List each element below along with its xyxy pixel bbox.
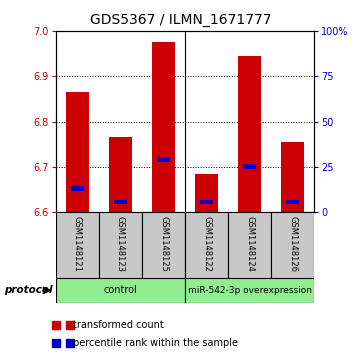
- Bar: [142, 212, 185, 278]
- Bar: [152, 42, 175, 212]
- Bar: [185, 212, 228, 278]
- Bar: [281, 142, 304, 212]
- Text: GSM1148123: GSM1148123: [116, 216, 125, 272]
- Bar: [228, 212, 271, 278]
- Text: GDS5367 / ILMN_1671777: GDS5367 / ILMN_1671777: [90, 13, 271, 27]
- Text: GSM1148121: GSM1148121: [73, 216, 82, 272]
- Bar: [157, 157, 170, 162]
- Bar: [200, 200, 213, 204]
- Text: miR-542-3p overexpression: miR-542-3p overexpression: [188, 286, 312, 295]
- Bar: [185, 278, 314, 303]
- Bar: [286, 200, 299, 204]
- Text: GSM1148125: GSM1148125: [159, 216, 168, 272]
- Bar: [195, 174, 218, 212]
- Bar: [243, 164, 256, 169]
- Text: transformed count: transformed count: [73, 320, 164, 330]
- Bar: [66, 92, 89, 212]
- Bar: [109, 138, 132, 212]
- Bar: [99, 212, 142, 278]
- Text: control: control: [104, 285, 137, 295]
- Bar: [56, 278, 185, 303]
- Bar: [71, 186, 84, 191]
- Text: GSM1148126: GSM1148126: [288, 216, 297, 272]
- Bar: [56, 212, 99, 278]
- Text: percentile rank within the sample: percentile rank within the sample: [73, 338, 238, 348]
- Bar: [271, 212, 314, 278]
- Text: protocol: protocol: [4, 285, 52, 295]
- Text: GSM1148124: GSM1148124: [245, 216, 254, 272]
- Bar: [114, 200, 127, 204]
- Text: GSM1148122: GSM1148122: [202, 216, 211, 272]
- Bar: [238, 56, 261, 212]
